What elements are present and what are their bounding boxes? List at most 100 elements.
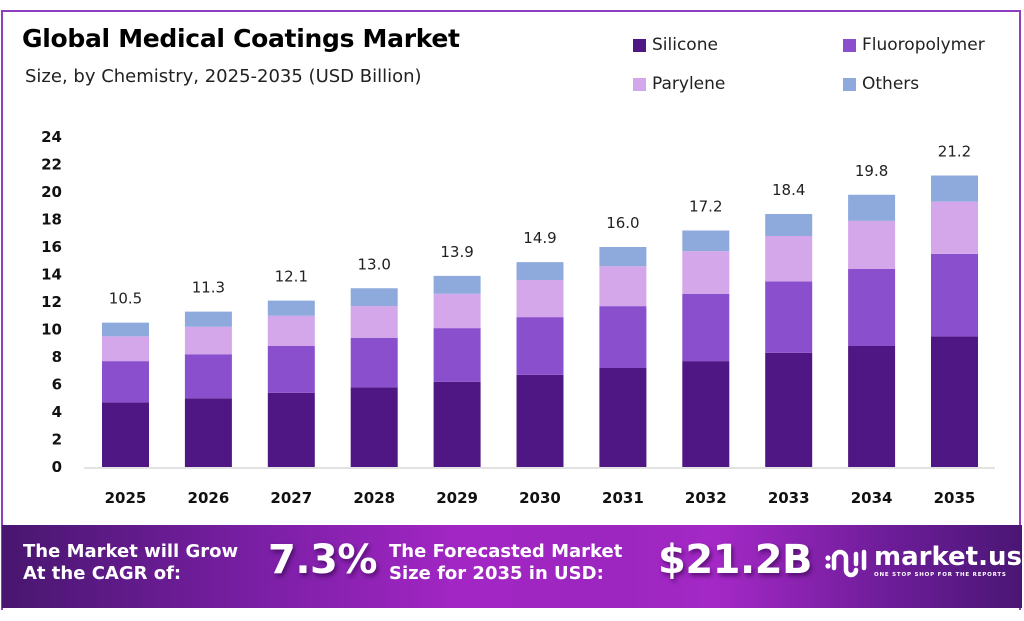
forecast-value: $21.2B xyxy=(658,537,813,583)
bar-stack-2028 xyxy=(350,288,398,467)
x-tick-label-2026: 2026 xyxy=(188,489,230,507)
cagr-value: 7.3% xyxy=(268,537,377,583)
bar-stack-2034 xyxy=(848,194,896,467)
x-tick-label-2032: 2032 xyxy=(685,489,727,507)
bar-segment-fluoropolymer-2035 xyxy=(931,253,978,337)
forecast-caption-line2: Size for 2035 in USD: xyxy=(389,563,604,584)
bar-segment-silicone-2031 xyxy=(599,368,647,467)
x-tick-label-2034: 2034 xyxy=(851,489,893,507)
bar-segment-parylene-2031 xyxy=(599,266,647,307)
total-label-2030: 14.9 xyxy=(523,229,556,247)
bar-segment-silicone-2029 xyxy=(433,381,481,467)
logo-name: market.us xyxy=(874,542,1022,572)
y-tick-label: 8 xyxy=(52,348,62,366)
x-tick-label-2025: 2025 xyxy=(105,489,147,507)
total-label-2028: 13.0 xyxy=(357,255,390,273)
total-label-2032: 17.2 xyxy=(689,198,722,216)
legend-item-parylene: Parylene xyxy=(633,74,725,94)
x-tick-label-2029: 2029 xyxy=(436,489,478,507)
bar-stack-2026 xyxy=(184,311,232,467)
bar-segment-fluoropolymer-2033 xyxy=(765,281,813,353)
bar-segment-others-2033 xyxy=(765,214,813,236)
bar-segment-fluoropolymer-2025 xyxy=(102,361,149,403)
bar-segment-others-2028 xyxy=(350,288,398,307)
bar-segment-parylene-2025 xyxy=(102,336,149,362)
total-label-2025: 10.5 xyxy=(109,290,142,308)
cagr-caption: The Market will Grow At the CAGR of: xyxy=(23,541,238,585)
y-tick-label: 22 xyxy=(41,156,62,174)
y-tick-label: 16 xyxy=(41,238,62,256)
bars xyxy=(102,175,978,467)
bar-segment-silicone-2027 xyxy=(267,392,315,467)
bar-segment-others-2029 xyxy=(433,275,481,294)
y-tick-label: 10 xyxy=(41,321,62,339)
x-tick-label-2031: 2031 xyxy=(602,489,644,507)
summary-banner: The Market will Grow At the CAGR of: 7.3… xyxy=(2,525,1022,608)
bar-segment-silicone-2035 xyxy=(931,336,978,467)
bar-segment-others-2031 xyxy=(599,247,647,267)
bar-segment-parylene-2034 xyxy=(848,220,896,269)
bar-segment-others-2032 xyxy=(682,230,730,252)
bar-stack-2035 xyxy=(931,175,978,467)
cagr-caption-line2: At the CAGR of: xyxy=(23,563,182,584)
bar-stack-2027 xyxy=(267,300,315,467)
bar-segment-parylene-2029 xyxy=(433,293,481,329)
y-tick-label: 14 xyxy=(41,266,62,284)
bar-segment-parylene-2032 xyxy=(682,251,730,294)
y-tick-label: 20 xyxy=(41,183,62,201)
logo-tagline: ONE STOP SHOP FOR THE REPORTS xyxy=(874,572,1007,578)
bar-segment-fluoropolymer-2027 xyxy=(267,346,315,393)
legend-item-silicone: Silicone xyxy=(633,35,718,55)
bar-segment-parylene-2026 xyxy=(184,326,232,355)
legend-label: Silicone xyxy=(652,35,718,55)
forecast-caption-line1: The Forecasted Market xyxy=(389,541,623,562)
bar-segment-silicone-2026 xyxy=(184,398,232,467)
bar-stack-2032 xyxy=(682,230,730,467)
total-label-2026: 11.3 xyxy=(192,279,225,297)
y-tick-label: 12 xyxy=(41,293,62,311)
legend-item-others: Others xyxy=(843,74,919,94)
total-label-2029: 13.9 xyxy=(440,243,473,261)
y-tick-label: 6 xyxy=(52,376,62,394)
bar-segment-silicone-2025 xyxy=(102,402,149,467)
bar-segment-fluoropolymer-2026 xyxy=(184,354,232,399)
x-tick-label-2028: 2028 xyxy=(353,489,395,507)
bar-segment-parylene-2033 xyxy=(765,236,813,282)
bar-segment-silicone-2033 xyxy=(765,352,813,467)
legend-swatch-silicone xyxy=(633,38,646,52)
bar-segment-others-2034 xyxy=(848,194,896,221)
legend-swatch-others xyxy=(843,77,856,91)
legend-swatch-parylene xyxy=(633,77,646,91)
legend-item-fluoropolymer: Fluoropolymer xyxy=(843,35,985,55)
legend-label: Others xyxy=(862,74,920,94)
total-label-2035: 21.2 xyxy=(938,143,971,161)
y-tick-label: 2 xyxy=(52,431,62,449)
x-tick-label-2033: 2033 xyxy=(768,489,810,507)
bar-segment-fluoropolymer-2030 xyxy=(516,317,564,375)
cagr-caption-line1: The Market will Grow xyxy=(23,541,239,562)
total-label-2034: 19.8 xyxy=(855,162,888,180)
bar-stack-2029 xyxy=(433,275,481,467)
y-tick-label: 18 xyxy=(41,211,62,229)
bar-segment-others-2025 xyxy=(102,322,149,337)
bar-segment-silicone-2030 xyxy=(516,374,564,467)
total-label-2027: 12.1 xyxy=(275,268,308,286)
bar-segment-silicone-2032 xyxy=(682,361,730,467)
chart-frame xyxy=(1,10,1021,610)
total-labels: 10.5 11.3 12.1 13.0 13.9 14.9 16.0 17.2 18.4 19.8… xyxy=(109,143,971,308)
bar-segment-others-2027 xyxy=(267,300,315,316)
logo-mark-icon xyxy=(825,549,867,578)
total-label-2033: 18.4 xyxy=(772,181,805,199)
total-label-2031: 16.0 xyxy=(606,214,639,232)
y-tick-label: 0 xyxy=(52,458,62,476)
x-tick-label-2030: 2030 xyxy=(519,489,561,507)
y-tick-label: 24 xyxy=(41,128,62,146)
bar-stack-2033 xyxy=(765,214,813,467)
bar-segment-others-2026 xyxy=(184,311,232,327)
market-us-logo[interactable]: market.us ONE STOP SHOP FOR THE REPORTS xyxy=(824,544,1022,578)
bar-segment-fluoropolymer-2028 xyxy=(350,337,398,388)
bar-stack-2025 xyxy=(102,322,149,467)
chart-subtitle: Size, by Chemistry, 2025-2035 (USD Billi… xyxy=(25,66,422,87)
